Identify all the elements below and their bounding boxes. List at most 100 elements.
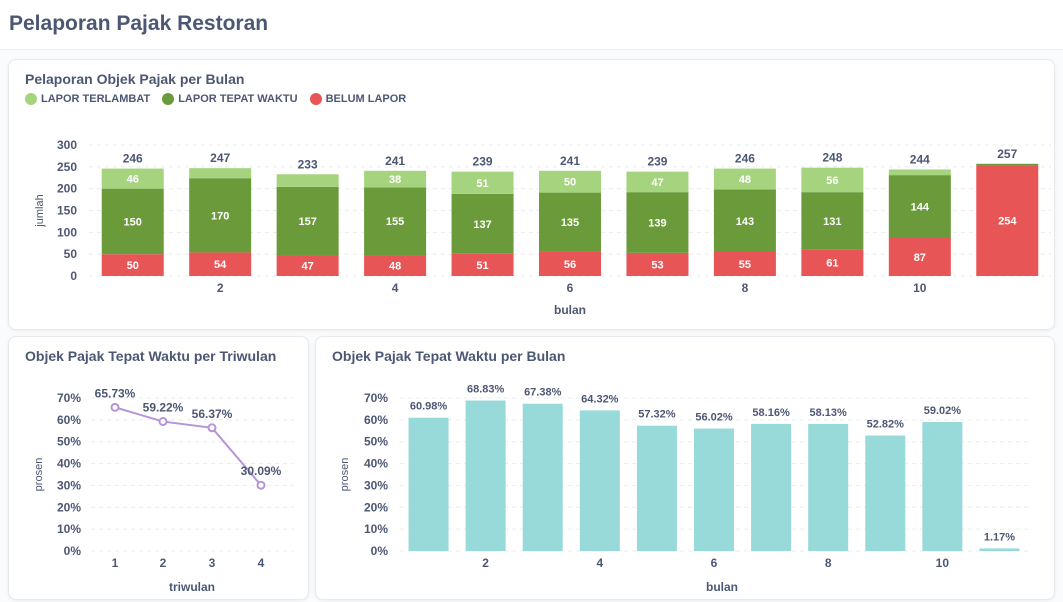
y-tick-label: 50% bbox=[57, 435, 81, 449]
x-tick-label: 4 bbox=[258, 556, 265, 570]
segment-label: 135 bbox=[561, 217, 579, 229]
bar-segment-terlambat bbox=[451, 171, 514, 194]
data-point bbox=[158, 417, 168, 427]
legend-label: LAPOR TERLAMBAT bbox=[41, 93, 151, 105]
bar bbox=[636, 425, 677, 551]
data-label: 56.02% bbox=[695, 412, 733, 424]
y-tick-label: 150 bbox=[57, 204, 77, 218]
y-tick-label: 300 bbox=[57, 138, 77, 152]
legend-dot bbox=[25, 93, 37, 105]
data-label: 57.32% bbox=[638, 409, 676, 421]
bar-segment-belum bbox=[626, 252, 689, 276]
segment-label: 157 bbox=[298, 216, 316, 228]
segment-label: 55 bbox=[739, 259, 751, 271]
data-label: 56.37% bbox=[192, 407, 233, 421]
line-chart: 0% 10% 20% 30% 40% 50% 60% 70% prosen 65.73% 59.22… bbox=[33, 386, 294, 594]
quarterly-card[interactable]: Objek Pajak Tepat Waktu per Triwulan 0% 1… bbox=[8, 336, 309, 600]
data-label: 58.16% bbox=[752, 407, 790, 419]
bar bbox=[694, 428, 734, 551]
bar-segment-tepat bbox=[976, 163, 1039, 166]
data-label: 65.73% bbox=[95, 386, 136, 400]
bar-segment-terlambat bbox=[364, 170, 427, 188]
x-tick-label: 1 bbox=[112, 556, 119, 570]
total-label: 241 bbox=[560, 154, 580, 168]
data-label: 59.02% bbox=[924, 405, 962, 417]
bar bbox=[865, 435, 906, 551]
series-line bbox=[114, 406, 262, 486]
y-tick-label: 40% bbox=[364, 457, 388, 471]
x-tick-label: 2 bbox=[482, 556, 489, 570]
segment-label: 51 bbox=[476, 178, 488, 190]
y-tick-label: 70% bbox=[57, 391, 81, 405]
segment-label: 139 bbox=[648, 218, 666, 230]
monthly-percent-card[interactable]: Objek Pajak Tepat Waktu per Bulan 0% 10% 2… bbox=[315, 336, 1055, 600]
segment-label: 47 bbox=[651, 177, 663, 189]
bar-segment-tepat bbox=[626, 192, 689, 253]
bar-segment-belum bbox=[713, 251, 776, 276]
legend-item-tepat-waktu[interactable]: LAPOR TEPAT WAKTU bbox=[162, 93, 298, 105]
bar-segment-tepat bbox=[451, 193, 514, 254]
bar-chart: 0% 10% 20% 30% 40% 50% 60% 70% prosen 60.98% 68.83… bbox=[339, 384, 1028, 594]
total-label: 241 bbox=[385, 154, 405, 168]
segment-label: 254 bbox=[998, 216, 1017, 228]
y-tick-label: 0 bbox=[70, 269, 77, 283]
bar bbox=[979, 548, 1020, 551]
bar-segment-tepat bbox=[539, 192, 601, 252]
segment-label: 87 bbox=[914, 252, 926, 264]
y-tick-label: 200 bbox=[57, 182, 77, 196]
legend-label: BELUM LAPOR bbox=[325, 93, 407, 105]
bar-segment-tepat bbox=[101, 188, 164, 255]
x-tick-label: 6 bbox=[711, 556, 718, 570]
x-axis-label: bulan bbox=[706, 580, 738, 594]
data-label: 68.83% bbox=[467, 384, 505, 396]
bar-segment-tepat bbox=[713, 189, 776, 252]
data-label: 58.13% bbox=[810, 407, 848, 419]
x-tick-label: 2 bbox=[217, 281, 224, 295]
bar-segment-tepat bbox=[888, 175, 951, 239]
bar-segment-terlambat bbox=[539, 170, 601, 193]
segment-label: 50 bbox=[564, 177, 576, 189]
card-title: Objek Pajak Tepat Waktu per Bulan bbox=[332, 348, 566, 364]
bar-segment-belum bbox=[189, 252, 252, 276]
x-tick-label: 4 bbox=[392, 281, 399, 295]
y-tick-label: 10% bbox=[57, 522, 81, 536]
bar-segment-terlambat bbox=[189, 168, 252, 179]
card-title: Objek Pajak Tepat Waktu per Triwulan bbox=[25, 348, 277, 364]
segment-label: 47 bbox=[302, 261, 314, 273]
x-tick-label: 8 bbox=[825, 556, 832, 570]
bar-segment-belum bbox=[539, 251, 601, 276]
segment-label: 61 bbox=[826, 258, 838, 270]
bar-segment-terlambat bbox=[626, 171, 689, 193]
segment-label: 150 bbox=[124, 216, 142, 228]
segment-label: 56 bbox=[826, 175, 838, 187]
legend-dot bbox=[309, 93, 322, 105]
data-label: 30.09% bbox=[241, 464, 282, 478]
y-axis-label: prosen bbox=[339, 458, 351, 492]
x-tick-label: 10 bbox=[936, 556, 950, 570]
bar-segment-belum bbox=[451, 253, 514, 276]
x-tick-label: 4 bbox=[596, 556, 603, 570]
y-tick-label: 50% bbox=[364, 435, 388, 449]
y-axis-label: jumlah bbox=[34, 194, 46, 227]
legend-item-terlambat[interactable]: LAPOR TERLAMBAT bbox=[25, 93, 150, 105]
segment-label: 137 bbox=[473, 219, 491, 231]
bar bbox=[408, 417, 449, 551]
bar bbox=[579, 410, 620, 551]
legend-label: LAPOR TEPAT WAKTU bbox=[178, 93, 298, 105]
legend-item-belum-lapor[interactable]: BELUM LAPOR bbox=[309, 93, 407, 105]
data-point bbox=[110, 402, 120, 412]
y-tick-label: 0% bbox=[64, 544, 82, 558]
monthly-status-card[interactable]: Pelaporan Objek Pajak per Bulan LAPOR TE… bbox=[8, 59, 1055, 330]
data-label: 52.82% bbox=[867, 419, 905, 431]
total-label: 239 bbox=[473, 155, 493, 169]
chart-legend: LAPOR TERLAMBAT LAPOR TEPAT WAKTU BELUM … bbox=[25, 93, 406, 105]
segment-label: 155 bbox=[386, 216, 404, 228]
data-label: 64.32% bbox=[581, 393, 619, 405]
total-label: 248 bbox=[822, 151, 842, 165]
stacked-bar-chart: 050100150200250300jumlah5015046246541702… bbox=[34, 138, 1051, 317]
y-tick-label: 250 bbox=[57, 160, 77, 174]
data-label: 67.38% bbox=[524, 387, 562, 399]
bar-segment-tepat bbox=[801, 192, 864, 250]
segment-label: 54 bbox=[214, 259, 227, 271]
segment-label: 53 bbox=[651, 259, 663, 271]
